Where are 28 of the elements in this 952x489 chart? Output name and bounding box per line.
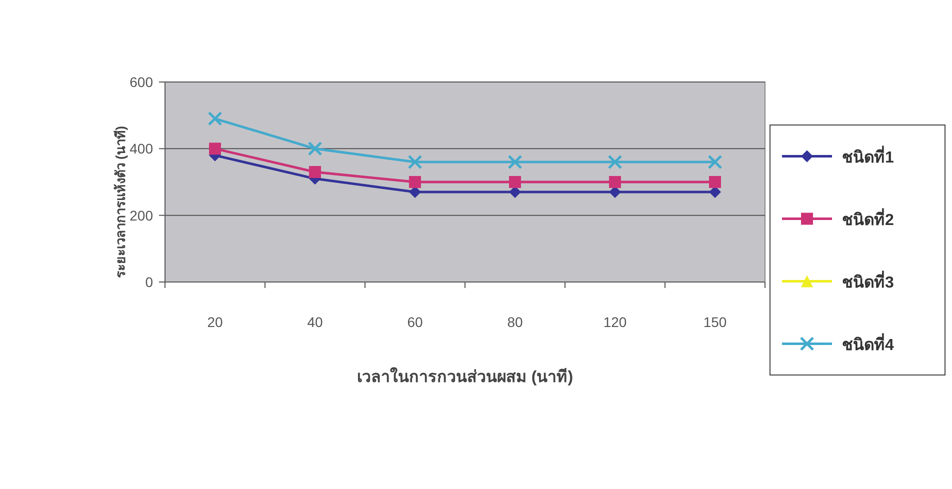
- y-axis-title: ระยะเวลาการแห้งตัว (นาที): [113, 126, 128, 278]
- point: [309, 166, 321, 178]
- point: [209, 142, 221, 155]
- point: [709, 176, 721, 188]
- point: [408, 154, 422, 170]
- point: [608, 154, 622, 170]
- point: [708, 154, 722, 170]
- x-tick-label: 20: [207, 314, 223, 330]
- point: [508, 154, 522, 170]
- legend-label: ชนิดที่2: [842, 208, 894, 229]
- point: [308, 141, 322, 156]
- x-axis-title: เวลาในการกวนส่วนผสม (นาที): [356, 367, 574, 386]
- legend-label: ชนิดที่1: [842, 145, 894, 166]
- legend-label: ชนิดที่3: [842, 270, 894, 292]
- x-tick-label: 120: [603, 314, 627, 330]
- y-tick-label: 600: [130, 74, 154, 90]
- point: [609, 176, 621, 188]
- point: [208, 111, 222, 126]
- point: [409, 176, 421, 188]
- y-tick-label: 400: [130, 140, 154, 157]
- x-tick-label: 60: [407, 314, 423, 330]
- y-tick-label: 0: [145, 274, 154, 290]
- x-tick-label: 150: [703, 314, 727, 330]
- legend-label: ชนิดที่4: [842, 332, 894, 354]
- y-tick-label: 200: [130, 207, 154, 224]
- point: [509, 176, 521, 188]
- x-tick-label: 80: [507, 314, 523, 330]
- x-tick-label: 40: [307, 314, 323, 330]
